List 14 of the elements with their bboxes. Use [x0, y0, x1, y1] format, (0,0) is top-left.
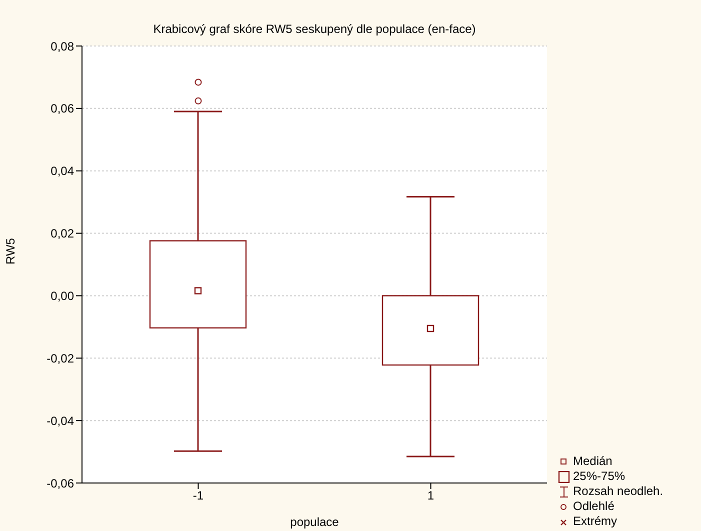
y-tick-label: 0,06 — [50, 102, 74, 116]
y-tick-label: 0,02 — [50, 226, 74, 241]
y-tick-label: 0,00 — [50, 288, 74, 303]
y-tick-label: 0,08 — [50, 39, 74, 54]
y-tick-label: 0,04 — [50, 164, 74, 178]
y-tick-label: -0,04 — [46, 414, 74, 428]
key: Medián 25%-75% Rozsah neodleh. Odlehlé Extrémy — [558, 454, 664, 529]
x-tick-label: 1 — [427, 488, 434, 503]
x-tick-label: -1 — [192, 488, 204, 503]
y-tick-label: -0,06 — [46, 476, 74, 490]
x-axis-title: populace — [290, 515, 340, 529]
y-axis-title: RW5 — [3, 238, 18, 264]
y-tick-label: -0,02 — [46, 351, 74, 366]
chart-title: Krabicový graf skóre RW5 seskupený dle populace (en-face) — [152, 22, 477, 36]
